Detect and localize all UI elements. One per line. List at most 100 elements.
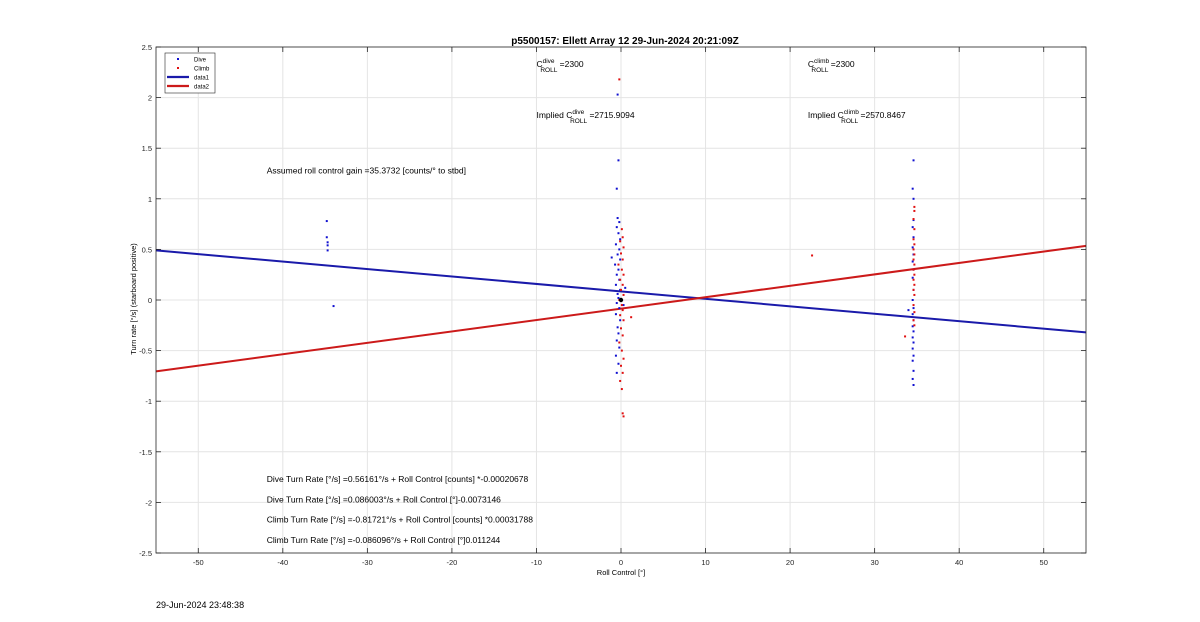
y-tick-label: -2 (145, 498, 152, 507)
dive-point (912, 307, 915, 310)
dive-point (614, 263, 617, 266)
dive-point (614, 243, 617, 246)
data-points (325, 78, 916, 418)
annotation-prefix: Implied (808, 110, 838, 120)
x-tick-label: 20 (786, 558, 794, 567)
climb-point (913, 205, 916, 208)
annotation-prefix: Implied (536, 110, 566, 120)
annotation-subscript: ROLL (570, 118, 587, 125)
annotation-value: =2715.9094 (587, 110, 635, 120)
annotation-superscript: climb (814, 58, 830, 65)
dive-point (912, 219, 915, 222)
x-tick-label: -50 (193, 558, 204, 567)
chart-title: p5500157: Ellett Array 12 29-Jun-2024 20… (511, 36, 739, 47)
climb-point (913, 253, 916, 256)
dive-point (618, 307, 621, 310)
climb-point (622, 357, 625, 360)
climb-point (620, 228, 623, 231)
dive-point (617, 296, 620, 299)
annotation-subscript: ROLL (540, 67, 557, 74)
y-tick-label: -1 (145, 397, 152, 406)
climb-point (620, 388, 623, 391)
dive-point (619, 238, 622, 241)
y-tick-label: -0.5 (139, 347, 152, 356)
climb-point (620, 349, 623, 352)
climb-point (912, 258, 915, 261)
annotation-eq4: Climb Turn Rate [°/s] =-0.086096°/s + Ro… (267, 535, 501, 545)
dive-point (614, 354, 617, 357)
dive-point (617, 332, 620, 335)
climb-point (622, 293, 625, 296)
x-tick-label: 50 (1040, 558, 1048, 567)
climb-point (904, 335, 907, 338)
climb-point (913, 209, 916, 212)
dive-point (911, 377, 914, 380)
dive-point (912, 236, 915, 239)
climb-point (912, 268, 915, 271)
dive-point (615, 302, 618, 305)
climb-point (621, 412, 624, 415)
climb-point (912, 304, 915, 307)
y-tick-label: 0.5 (142, 245, 152, 254)
annotation-eq1: Dive Turn Rate [°/s] =0.56161°/s + Roll … (267, 474, 529, 484)
climb-point (912, 319, 915, 322)
annotation-symbol: C (838, 110, 844, 120)
annotation-subscript: ROLL (841, 118, 858, 125)
y-tick-label: -1.5 (139, 448, 152, 457)
dive-point (911, 260, 914, 263)
fit-line-data2 (155, 244, 1087, 373)
dive-point (911, 276, 914, 279)
climb-point (621, 236, 624, 239)
climb-point (622, 319, 625, 322)
dive-point (614, 313, 617, 316)
climb-point (913, 293, 916, 296)
dive-point (912, 159, 915, 162)
footer-timestamp: 29-Jun-2024 23:48:38 (156, 600, 245, 610)
annotation-symbol: C (808, 59, 814, 69)
annotation-superscript: dive (572, 109, 584, 116)
axes (155, 46, 1087, 554)
x-tick-label: 10 (701, 558, 709, 567)
climb-point (912, 238, 915, 241)
x-tick-label: 30 (870, 558, 878, 567)
climb-point (811, 254, 814, 257)
climb-point (913, 311, 916, 314)
dive-point (325, 236, 328, 239)
annotation-value: =2570.8467 (858, 110, 906, 120)
climb-point (912, 248, 915, 251)
annotation-superscript: dive (543, 58, 555, 65)
climb-point (620, 288, 622, 291)
climb-point (630, 316, 633, 319)
climb-point (622, 273, 625, 276)
annotation-symbol: C (566, 110, 572, 120)
annotation-value: =2300 (828, 59, 855, 69)
climb-point (622, 415, 625, 418)
dive-point (619, 258, 622, 261)
climb-point (913, 228, 916, 231)
dive-point (912, 384, 915, 387)
dive-point (614, 283, 617, 286)
fit-lines (155, 244, 1087, 373)
dive-point (325, 220, 328, 223)
climb-point (912, 288, 915, 291)
dive-point (912, 369, 915, 372)
climb-point (620, 304, 623, 307)
y-tick-label: 0 (148, 296, 152, 305)
dive-point (911, 226, 914, 229)
climb-point (622, 246, 625, 249)
dive-point (615, 371, 618, 374)
climb-point (618, 78, 621, 81)
y-tick-label: 2 (148, 94, 152, 103)
annotation-eq3: Climb Turn Rate [°/s] =-0.81721°/s + Rol… (267, 515, 533, 525)
dive-point (624, 286, 627, 289)
annotations: Cdive ROLL =2300 Cclimb ROLL =2300 Implied C… (267, 58, 906, 545)
dive-point (616, 292, 619, 295)
climb-point (621, 334, 624, 337)
dive-point (907, 309, 910, 312)
annotation-implied-dive: Implied Cdive ROLL =2715.9094 (536, 109, 634, 125)
dive-point (911, 246, 914, 249)
fit-line-data1 (155, 249, 1087, 334)
dive-point (912, 341, 915, 344)
climb-point (619, 379, 622, 382)
climb-point (621, 283, 624, 286)
